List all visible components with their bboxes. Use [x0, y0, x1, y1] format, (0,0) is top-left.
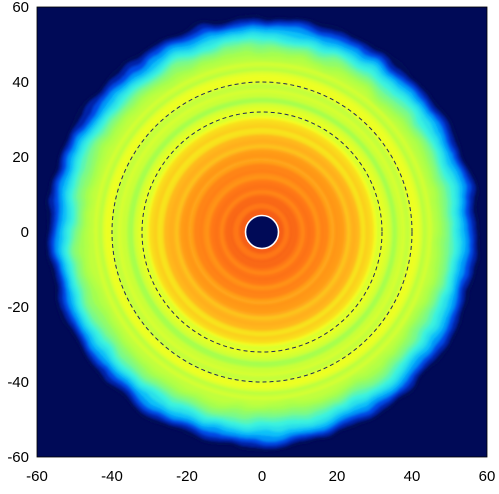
y-tick-label: 20	[12, 149, 29, 166]
y-tick-label: -40	[7, 374, 29, 391]
x-axis-ticks: -60 -40 -20 0 20 40 60	[26, 468, 495, 485]
x-tick-label: -20	[176, 468, 198, 485]
x-tick-label: 40	[404, 468, 421, 485]
y-axis-ticks: 60 40 20 0 -20 -40 -60	[7, 0, 29, 466]
x-tick-label: 20	[329, 468, 346, 485]
plot-area	[37, 7, 487, 457]
y-tick-label: 60	[12, 0, 29, 16]
dashed-circle-group	[111, 81, 413, 383]
center-hole	[244, 214, 280, 250]
y-tick-label: 0	[21, 224, 29, 241]
disk-ring-bands	[44, 14, 480, 450]
x-tick-label: 60	[479, 468, 496, 485]
x-tick-label: -60	[26, 468, 48, 485]
dashed-circle	[141, 111, 383, 353]
y-tick-label: 40	[12, 74, 29, 91]
dashed-circle	[111, 81, 413, 383]
x-tick-label: 0	[258, 468, 266, 485]
x-tick-label: -40	[101, 468, 123, 485]
plot-frame	[36, 6, 488, 458]
disk-intensity-field	[44, 14, 480, 450]
y-tick-label: -20	[7, 299, 29, 316]
y-tick-label: -60	[7, 449, 29, 466]
